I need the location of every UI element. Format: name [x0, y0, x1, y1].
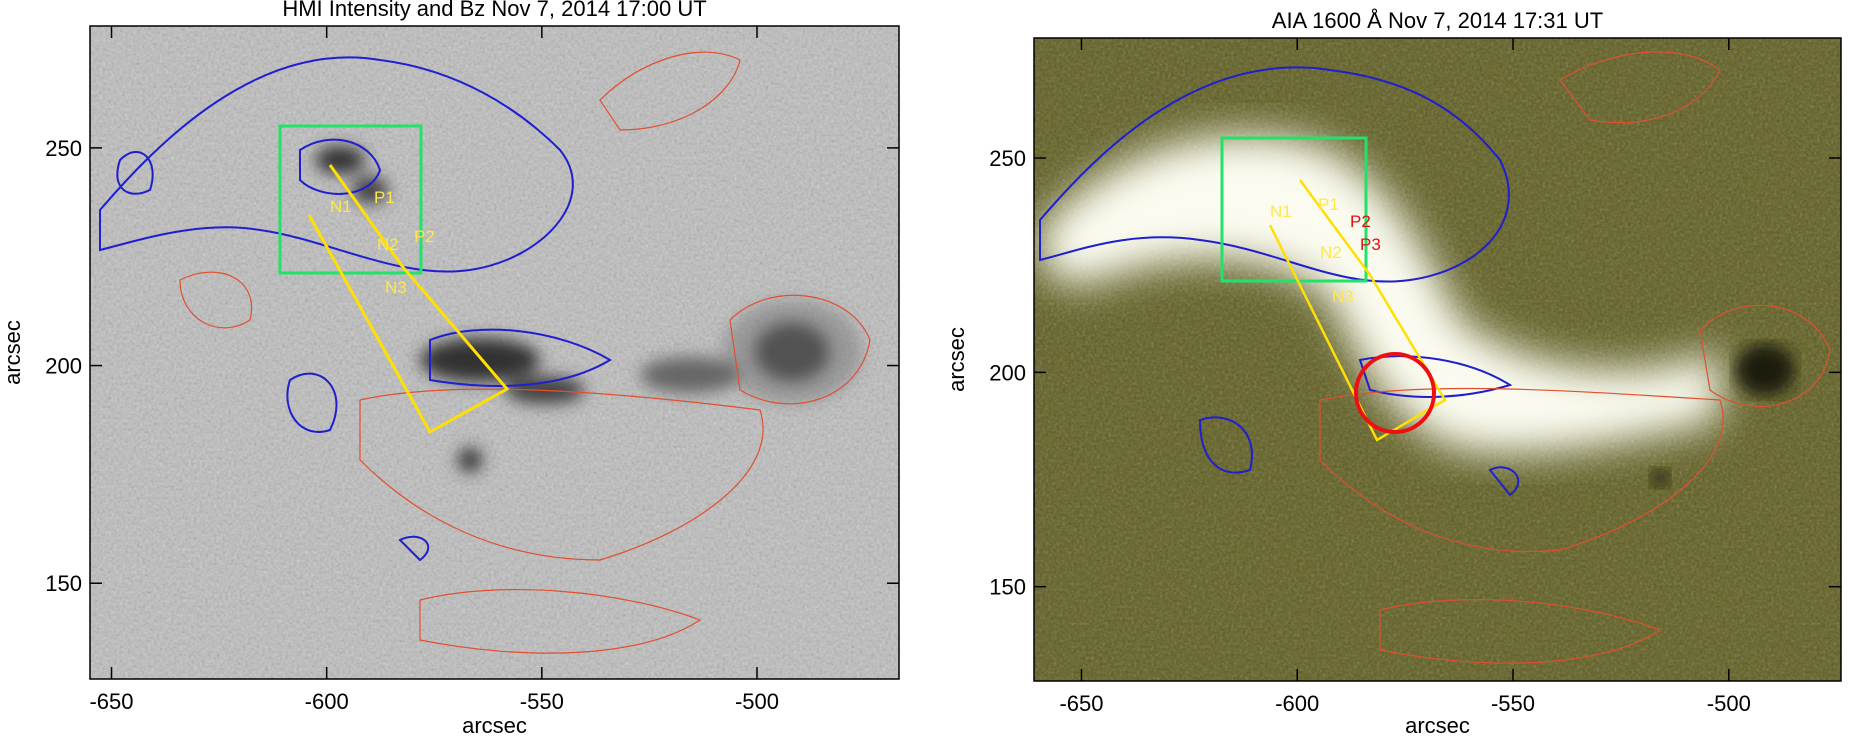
y-axis-label: arcsec [0, 320, 25, 385]
plot-frame [89, 25, 900, 680]
x-axis-label: arcsec [462, 713, 527, 738]
x-tick-label: -600 [1275, 691, 1319, 716]
chart-title: HMI Intensity and Bz Nov 7, 2014 17:00 U… [282, 0, 706, 21]
y-tick-label: 200 [989, 360, 1026, 385]
y-tick-label: 200 [45, 354, 82, 379]
annotation: P1 [1318, 195, 1339, 214]
x-tick-label: -550 [1491, 691, 1535, 716]
aia-image: N1 P1 P2 P3 N2 N3 [1034, 38, 1841, 681]
x-tick-label: -500 [735, 689, 779, 714]
y-tick-label: 150 [989, 575, 1026, 600]
annotation: N3 [1332, 287, 1354, 306]
x-axis-label: arcsec [1405, 713, 1470, 738]
y-tick-label: 150 [45, 571, 82, 596]
x-tick-label: -500 [1707, 691, 1751, 716]
x-tick-label: -650 [89, 689, 133, 714]
annotation: P2 [1350, 212, 1371, 231]
y-axis-label: arcsec [944, 327, 969, 392]
annotation: N1 [330, 197, 352, 216]
annotation: P3 [1360, 235, 1381, 254]
chart-title: AIA 1600 Å Nov 7, 2014 17:31 UT [1272, 8, 1603, 33]
x-tick-label: -650 [1059, 691, 1103, 716]
plot-frame [1033, 37, 1842, 682]
x-tick-label: -550 [520, 689, 564, 714]
annotation: P1 [374, 188, 395, 207]
y-tick-label: 250 [45, 136, 82, 161]
annotation: P2 [414, 227, 435, 246]
annotation: N2 [377, 235, 399, 254]
annotation: N1 [1270, 202, 1292, 221]
annotation: N3 [385, 278, 407, 297]
x-tick-label: -600 [305, 689, 349, 714]
y-tick-label: 250 [989, 146, 1026, 171]
annotation: N2 [1320, 243, 1342, 262]
hmi-image: N1 P1 N2 P2 N3 [90, 26, 899, 679]
